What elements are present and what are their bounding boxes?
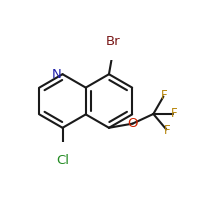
Text: F: F <box>164 124 170 137</box>
Text: Cl: Cl <box>56 154 69 167</box>
Text: Br: Br <box>106 35 120 48</box>
Text: O: O <box>127 117 138 130</box>
Text: F: F <box>171 107 178 120</box>
Text: N: N <box>52 68 62 81</box>
Text: F: F <box>161 89 167 102</box>
